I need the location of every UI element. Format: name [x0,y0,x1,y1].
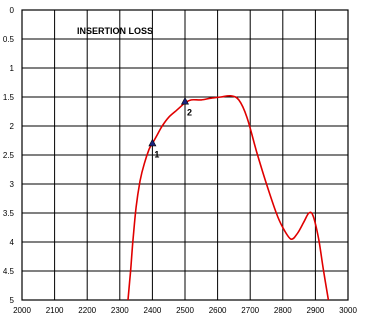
x-axis-ticks: 2000 2100 2200 2300 2400 2500 2600 2700 2800 2900… [13,306,357,315]
x-tick-label: 2100 [46,306,64,315]
x-tick-label: 2900 [307,306,325,315]
x-tick-label: 2600 [209,306,227,315]
y-tick-label: 3.5 [3,209,15,218]
y-tick-label: 1.5 [3,93,15,102]
y-tick-label: 1 [10,64,15,73]
marker-2-label: 2 [187,108,192,118]
y-tick-label: 2.5 [3,151,15,160]
grid [21,9,349,301]
x-tick-label: 2300 [111,306,129,315]
y-tick-label: 5 [10,296,15,305]
marker-1-triangle [148,138,157,147]
y-tick-label: 0 [10,6,15,15]
x-tick-label: 3000 [339,306,357,315]
x-tick-label: 2500 [176,306,194,315]
x-tick-label: 2800 [274,306,292,315]
y-tick-label: 4 [10,238,15,247]
markers: 12 [148,97,192,159]
marker-1-label: 1 [154,149,159,159]
y-tick-label: 0.5 [3,35,15,44]
y-axis-ticks: 0 0.5 1 1.5 2 2.5 3 3.5 4 4.5 5 [3,6,15,305]
x-tick-label: 2000 [13,306,31,315]
y-tick-label: 3 [10,180,15,189]
x-tick-label: 2200 [78,306,96,315]
marker-2-triangle [180,97,190,105]
series-line-insertion-loss [127,94,330,301]
y-tick-label: 2 [10,122,15,131]
x-tick-label: 2400 [144,306,162,315]
y-tick-label: 4.5 [3,267,15,276]
chart-title: INSERTION LOSS [77,26,153,36]
plot-border [21,9,349,301]
x-tick-label: 2700 [241,306,259,315]
